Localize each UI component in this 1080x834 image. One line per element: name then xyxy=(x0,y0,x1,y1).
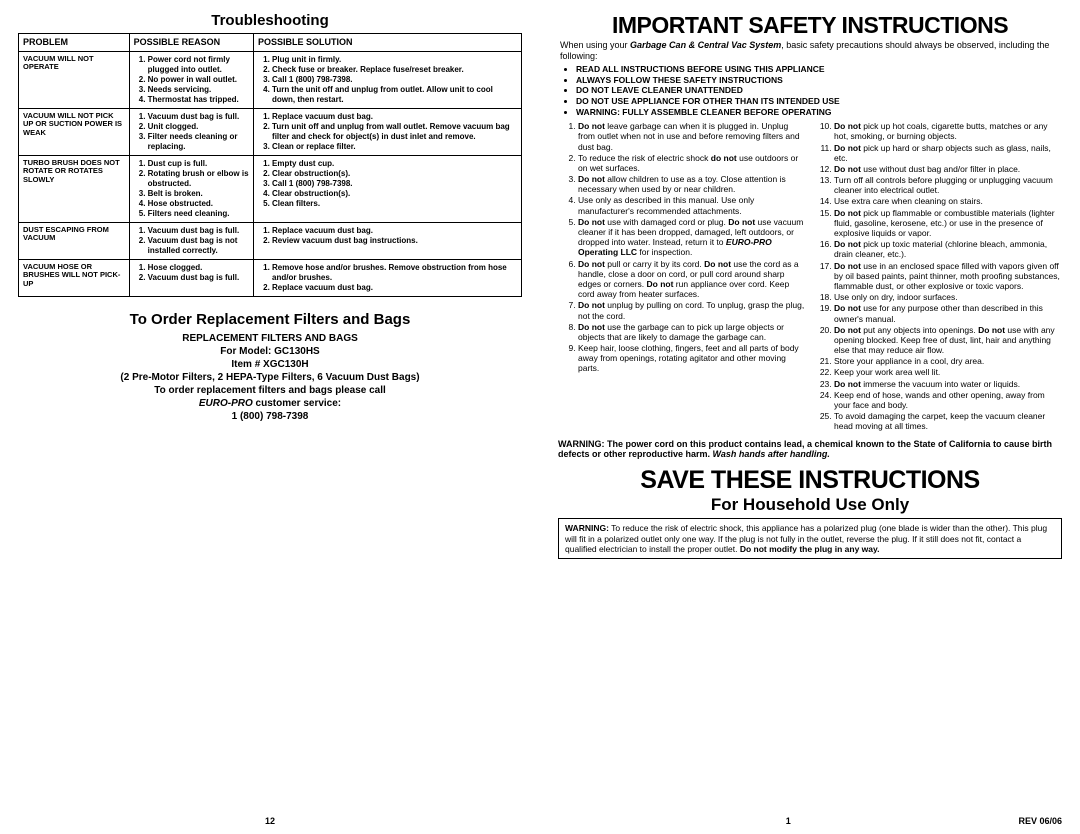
list-item: Use extra care when cleaning on stairs. xyxy=(834,196,1062,206)
table-row: VACUUM WILL NOT PICK UP OR SUCTION POWER… xyxy=(19,108,130,155)
page-footer-left: 12 xyxy=(18,810,522,826)
list-item: Do not leave garbage can when it is plug… xyxy=(578,121,806,152)
page-left: Troubleshooting PROBLEM POSSIBLE REASON … xyxy=(0,0,540,834)
list-item: Keep end of hose, wands and other openin… xyxy=(834,390,1062,410)
page-right: IMPORTANT SAFETY INSTRUCTIONS When using… xyxy=(540,0,1080,834)
list-item: Do not pick up flammable or combustible … xyxy=(834,208,1062,239)
list-item: Do not use for any purpose other than de… xyxy=(834,303,1062,323)
bullet-item: ALWAYS FOLLOW THESE SAFETY INSTRUCTIONS xyxy=(576,75,1062,86)
list-item: Turn off all controls before plugging or… xyxy=(834,175,1062,195)
page-number-1: 1 xyxy=(786,816,791,826)
col-problem: PROBLEM xyxy=(19,34,130,51)
list-item: Do not pull or carry it by its cord. Do … xyxy=(578,259,806,300)
table-row: VACUUM WILL NOT OPERATE xyxy=(19,51,130,108)
bullet-item: DO NOT LEAVE CLEANER UNATTENDED xyxy=(576,85,1062,96)
replacement-title: To Order Replacement Filters and Bags xyxy=(18,311,522,328)
bullet-item: DO NOT USE APPLIANCE FOR OTHER THAN ITS … xyxy=(576,96,1062,107)
list-item: Do not immerse the vacuum into water or … xyxy=(834,379,1062,389)
list-item: Do not unplug by pulling on cord. To unp… xyxy=(578,300,806,320)
table-row: DUST ESCAPING FROM VACUUM xyxy=(19,222,130,259)
page-number-12: 12 xyxy=(265,816,275,826)
safety-columns: Do not leave garbage can when it is plug… xyxy=(558,121,1062,432)
intro-text: When using your Garbage Can & Central Va… xyxy=(558,40,1062,62)
bullet-item: WARNING: FULLY ASSEMBLE CLEANER BEFORE O… xyxy=(576,107,1062,118)
save-instructions-title: SAVE THESE INSTRUCTIONS xyxy=(558,466,1062,495)
lead-warning: WARNING: The power cord on this product … xyxy=(558,439,1062,461)
col-solution: POSSIBLE SOLUTION xyxy=(254,34,522,51)
list-item: Do not use with damaged cord or plug. Do… xyxy=(578,217,806,258)
rep-line2: For Model: GC130HS xyxy=(18,345,522,358)
top-bullets: READ ALL INSTRUCTIONS BEFORE USING THIS … xyxy=(558,64,1062,117)
list-item: Do not use in an enclosed space filled w… xyxy=(834,261,1062,292)
list-item: Keep your work area well lit. xyxy=(834,367,1062,377)
revision: REV 06/06 xyxy=(1018,816,1062,826)
list-item: To reduce the risk of electric shock do … xyxy=(578,153,806,173)
bullet-item: READ ALL INSTRUCTIONS BEFORE USING THIS … xyxy=(576,64,1062,75)
safety-title: IMPORTANT SAFETY INSTRUCTIONS xyxy=(558,12,1062,38)
rep-line1: REPLACEMENT FILTERS AND BAGS xyxy=(18,332,522,345)
safety-list-right: Do not pick up hot coals, cigarette butt… xyxy=(814,121,1062,431)
list-item: Do not pick up hot coals, cigarette butt… xyxy=(834,121,1062,141)
list-item: Do not use without dust bag and/or filte… xyxy=(834,164,1062,174)
list-item: Use only as described in this manual. Us… xyxy=(578,195,806,215)
replacement-info: REPLACEMENT FILTERS AND BAGS For Model: … xyxy=(18,332,522,423)
col-reason: POSSIBLE REASON xyxy=(129,34,253,51)
list-item: Do not put any objects into openings. Do… xyxy=(834,325,1062,356)
troubleshooting-table: PROBLEM POSSIBLE REASON POSSIBLE SOLUTIO… xyxy=(18,33,522,296)
household-use: For Household Use Only xyxy=(558,495,1062,515)
table-row: TURBO BRUSH DOES NOT ROTATE OR ROTATES S… xyxy=(19,155,130,222)
list-item: Store your appliance in a cool, dry area… xyxy=(834,356,1062,366)
list-item: Do not use the garbage can to pick up la… xyxy=(578,322,806,342)
list-item: To avoid damaging the carpet, keep the v… xyxy=(834,411,1062,431)
safety-list-left: Do not leave garbage can when it is plug… xyxy=(558,121,806,374)
page-footer-right: 1 REV 06/06 xyxy=(558,812,1062,826)
rep-line3: Item # XGC130H xyxy=(18,358,522,371)
troubleshooting-title: Troubleshooting xyxy=(18,12,522,29)
list-item: Keep hair, loose clothing, fingers, feet… xyxy=(578,343,806,374)
list-item: Do not allow children to use as a toy. C… xyxy=(578,174,806,194)
rep-line4: (2 Pre-Motor Filters, 2 HEPA-Type Filter… xyxy=(18,371,522,384)
polarized-plug-warning: WARNING: To reduce the risk of electric … xyxy=(558,518,1062,559)
list-item: Use only on dry, indoor surfaces. xyxy=(834,292,1062,302)
list-item: Do not pick up toxic material (chlorine … xyxy=(834,239,1062,259)
table-row: VACUUM HOSE OR BRUSHES WILL NOT PICK-UP xyxy=(19,259,130,296)
rep-line5: To order replacement filters and bags pl… xyxy=(18,384,522,397)
rep-line7: 1 (800) 798-7398 xyxy=(18,410,522,423)
list-item: Do not pick up hard or sharp objects suc… xyxy=(834,143,1062,163)
rep-line6: EURO-PRO customer service: xyxy=(18,397,522,410)
